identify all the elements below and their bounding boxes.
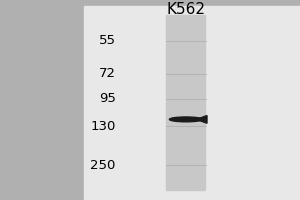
- Text: 250: 250: [90, 159, 116, 172]
- Bar: [84, 6, 300, 200]
- Text: 72: 72: [98, 67, 116, 80]
- Text: 55: 55: [98, 34, 116, 47]
- Text: 130: 130: [90, 120, 116, 133]
- Polygon shape: [196, 116, 207, 123]
- Ellipse shape: [169, 117, 202, 122]
- Text: 95: 95: [99, 92, 116, 105]
- Text: K562: K562: [167, 2, 206, 17]
- Bar: [167, 15, 206, 190]
